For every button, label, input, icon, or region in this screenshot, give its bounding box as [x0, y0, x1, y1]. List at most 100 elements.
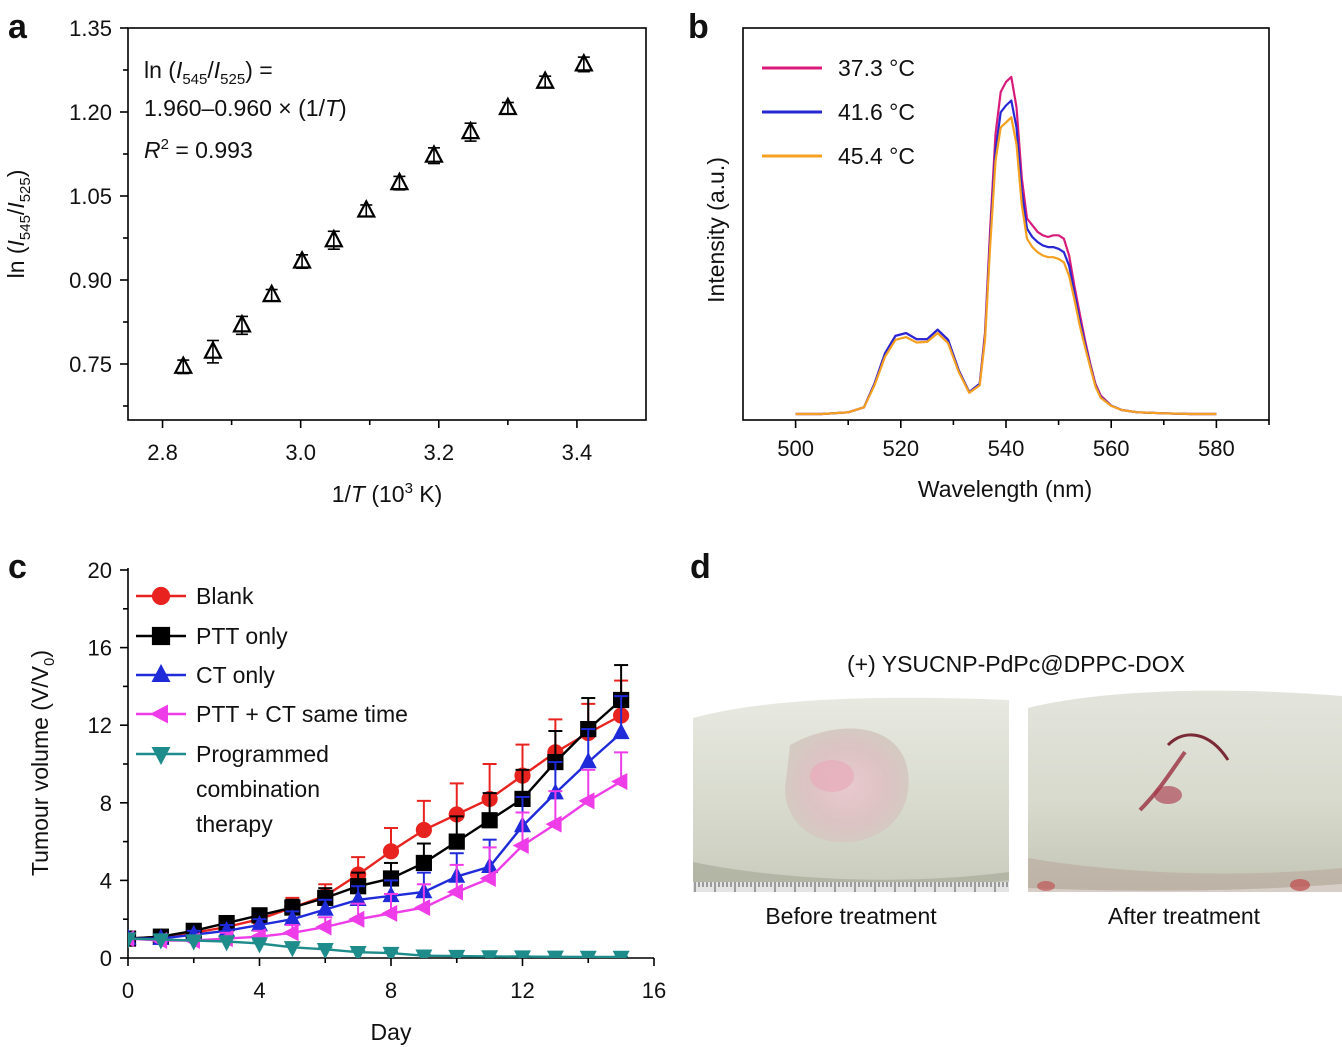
c-data-point — [481, 950, 499, 958]
c-data-point — [316, 943, 334, 958]
a-xtick-label: 3.2 — [424, 440, 455, 465]
c-data-point — [448, 949, 466, 958]
a-data-point — [535, 70, 555, 89]
b-xtick-label: 520 — [882, 436, 919, 461]
b-xtick-label: 540 — [988, 436, 1025, 461]
b-legend-label: 37.3 °C — [838, 55, 915, 81]
b-xtick-label: 560 — [1093, 436, 1130, 461]
c-data-point — [382, 843, 400, 860]
panel-c-xlabel: Day — [371, 1019, 412, 1045]
c-legend-marker — [151, 747, 171, 766]
c-data-point — [446, 883, 463, 901]
c-data-point — [479, 869, 496, 887]
c-data-point — [512, 836, 529, 854]
c-data-point — [315, 918, 332, 936]
a-data-point — [574, 52, 594, 72]
a-data-point — [173, 355, 194, 374]
a-data-point — [261, 283, 282, 303]
c-xtick-label: 8 — [385, 978, 397, 1003]
c-legend-label: PTT + CT same time — [196, 701, 408, 727]
b-xtick-label: 500 — [777, 436, 814, 461]
panel-a-ylabel: ln (I545/I525) — [3, 170, 34, 279]
a-data-point — [232, 313, 252, 333]
panel-a-frame — [127, 27, 647, 421]
a-ytick-label: 1.05 — [69, 184, 112, 209]
c-data-point — [546, 950, 564, 958]
a-ytick-label: 1.35 — [69, 16, 112, 41]
a-xtick-label: 3.4 — [562, 440, 593, 465]
panel-letter-c: c — [8, 548, 27, 586]
c-series-line — [128, 699, 622, 940]
a-data-point — [460, 120, 481, 140]
c-data-point — [481, 812, 498, 829]
c-ytick-label: 20 — [88, 558, 112, 583]
c-data-point — [283, 941, 301, 958]
c-data-point — [579, 950, 597, 958]
c-data-point — [611, 772, 628, 790]
c-data-point — [612, 950, 630, 958]
panel-letter-d: d — [690, 548, 711, 586]
panel-c-ylabel: Tumour volume (V/V0) — [27, 650, 58, 876]
c-data-point — [316, 899, 334, 916]
panel-a-equation-line1: ln (I545/I525) = — [144, 57, 273, 88]
c-xtick-label: 12 — [510, 978, 534, 1003]
panel-b-frame — [742, 27, 1270, 421]
c-legend-label: Blank — [196, 583, 254, 609]
panel-d-photos: (+) YSUCNP-PdPc@DPPC-DOX Before treatmen… — [693, 651, 1342, 929]
c-data-point — [415, 854, 432, 872]
c-legend-label: combination — [196, 776, 320, 802]
c-legend-marker — [149, 704, 168, 724]
photo-after-treatment — [1028, 685, 1342, 892]
c-ytick-label: 0 — [100, 946, 112, 971]
c-data-point — [152, 933, 170, 950]
panel-letter-a: a — [8, 8, 28, 46]
c-data-point — [415, 821, 432, 839]
a-xtick-label: 3.0 — [285, 440, 316, 465]
c-legend-marker — [151, 586, 171, 606]
panel-a-equation-line2: 1.960–0.960 × (1/T) — [144, 95, 347, 121]
c-data-point — [251, 937, 268, 954]
b-legend-label: 41.6 °C — [838, 99, 915, 125]
c-series-line — [128, 937, 622, 958]
a-data-point — [203, 340, 223, 359]
c-legend-marker — [151, 663, 171, 682]
a-ytick-label: 1.20 — [69, 100, 112, 125]
before-treatment-caption: Before treatment — [765, 903, 937, 929]
c-ytick-label: 16 — [88, 636, 112, 661]
c-data-point — [578, 792, 595, 810]
c-legend-marker — [151, 626, 171, 646]
c-data-point — [612, 723, 630, 740]
c-data-point — [545, 815, 562, 833]
a-data-point — [424, 144, 444, 163]
c-data-point — [282, 924, 299, 942]
a-data-point — [389, 171, 410, 191]
c-data-point — [579, 752, 597, 769]
a-xtick-label: 2.8 — [147, 440, 178, 465]
c-data-point — [349, 945, 367, 958]
a-ytick-label: 0.75 — [69, 352, 112, 377]
panel-b-ylabel: Intensity (a.u.) — [703, 157, 729, 303]
panel-d-title: (+) YSUCNP-PdPc@DPPC-DOX — [847, 651, 1185, 677]
c-data-point — [128, 932, 137, 949]
c-data-point — [348, 910, 365, 928]
c-data-point — [415, 949, 433, 958]
panel-b-chart: 500 520 540 560 580 37.3 °C 41.6 °C 45.4 °C Wa… — [703, 27, 1270, 502]
c-legend-label: therapy — [196, 811, 273, 837]
c-data-point — [413, 899, 431, 917]
c-ytick-label: 12 — [88, 713, 112, 738]
c-series-line — [128, 780, 622, 942]
c-data-point — [185, 934, 203, 951]
c-data-point — [381, 904, 398, 922]
panel-a-r2: R2 = 0.993 — [144, 136, 253, 163]
b-xtick-label: 580 — [1198, 436, 1235, 461]
c-legend-label: PTT only — [196, 623, 288, 649]
c-series-line — [128, 732, 622, 940]
a-data-point — [292, 249, 312, 269]
c-data-point — [218, 935, 236, 952]
c-ytick-label: 8 — [100, 791, 112, 816]
after-treatment-caption: After treatment — [1108, 903, 1261, 929]
panel-a-xlabel: 1/T (103 K) — [332, 480, 443, 507]
c-xtick-label: 4 — [253, 978, 265, 1003]
c-ytick-label: 4 — [100, 868, 112, 893]
